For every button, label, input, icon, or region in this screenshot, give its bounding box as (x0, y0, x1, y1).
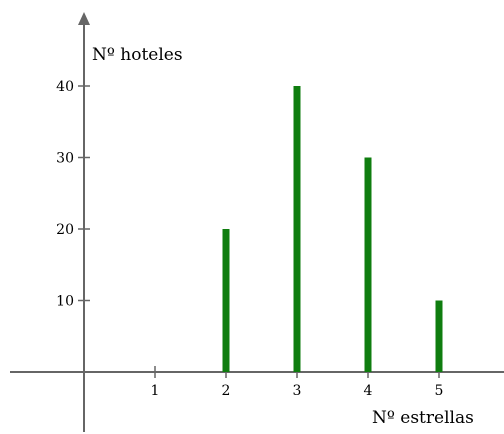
y-tick-label-10: 10 (56, 294, 74, 310)
y-axis-arrow (78, 12, 90, 25)
x-tick-label-5: 5 (435, 383, 444, 399)
bar-3 (293, 86, 301, 372)
x-tick-label-1: 1 (151, 383, 160, 399)
bars-group (222, 86, 443, 372)
y-tick-label-30: 30 (56, 151, 74, 167)
tick-group: 10 20 30 40 1 2 3 4 5 (56, 79, 443, 399)
y-axis-title: Nº hoteles (92, 45, 183, 65)
bar-5 (435, 300, 443, 372)
x-tick-label-4: 4 (364, 383, 373, 399)
x-tick-label-3: 3 (293, 383, 302, 399)
x-tick-label-2: 2 (222, 383, 231, 399)
y-tick-label-40: 40 (56, 79, 74, 95)
y-tick-label-20: 20 (56, 222, 74, 238)
x-axis-title: Nº estrellas (372, 408, 474, 428)
bar-4 (364, 157, 372, 372)
bar-2 (222, 229, 230, 372)
